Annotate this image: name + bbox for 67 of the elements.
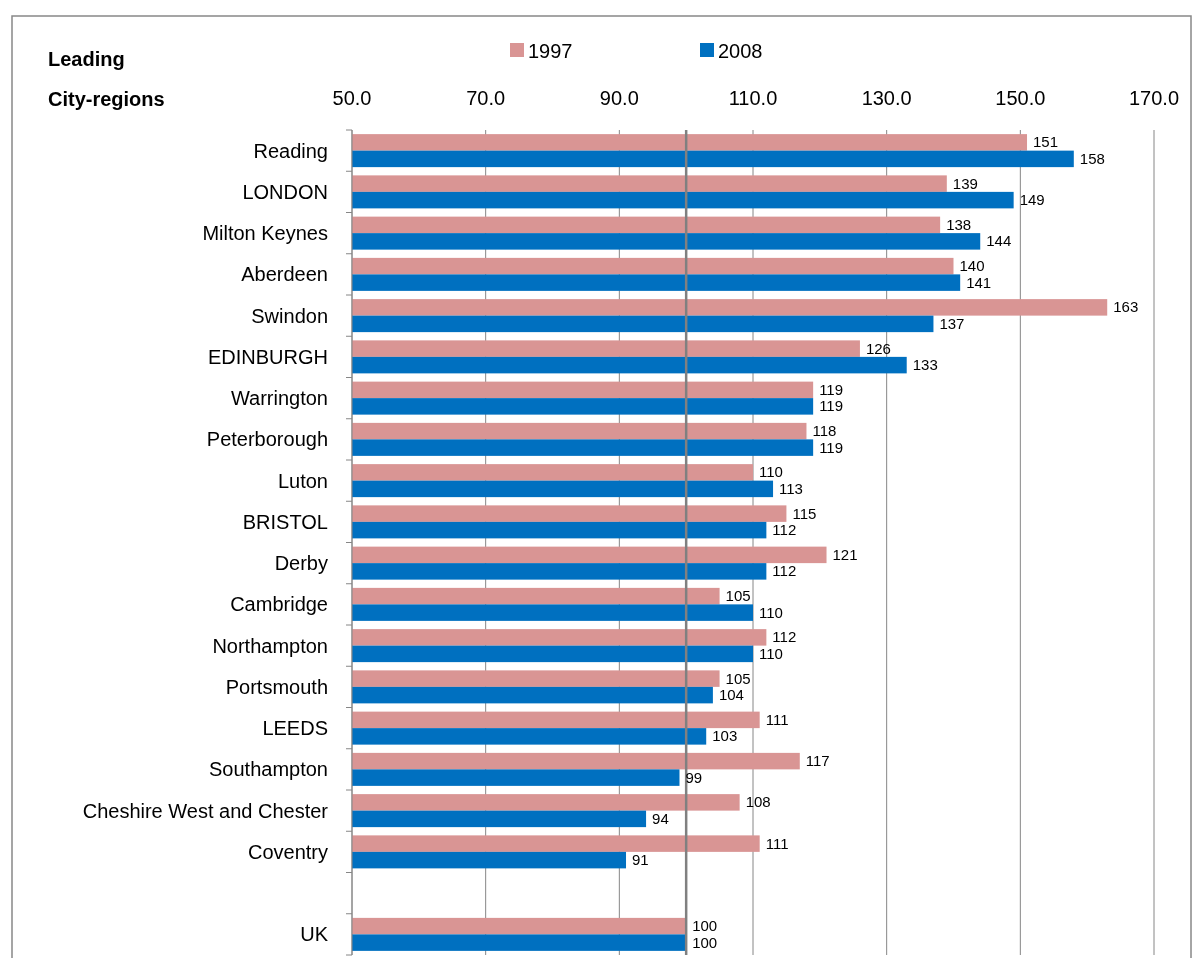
data-label: 113 bbox=[779, 479, 803, 497]
x-tick-label: 110.0 bbox=[728, 87, 778, 109]
y-tick-label: Cheshire West and Chester bbox=[82, 799, 329, 822]
data-label: 138 bbox=[946, 215, 972, 233]
data-label: 91 bbox=[632, 851, 649, 869]
x-tick-label: 70.0 bbox=[466, 87, 506, 109]
data-label: 110 bbox=[759, 603, 783, 621]
data-label: 119 bbox=[819, 397, 844, 415]
y-tick-label: LEEDS bbox=[262, 717, 328, 740]
data-label: 112 bbox=[772, 628, 797, 646]
x-tick-label: 170.0 bbox=[1128, 87, 1180, 109]
data-label: 115 bbox=[792, 504, 817, 522]
data-label: 117 bbox=[805, 752, 830, 770]
data-label: 110 bbox=[759, 463, 783, 481]
data-label: 121 bbox=[832, 545, 858, 563]
y-tick-label: Swindon bbox=[251, 304, 328, 327]
data-label: 100 bbox=[692, 917, 718, 935]
data-label: 104 bbox=[718, 686, 744, 704]
y-tick-label: Coventry bbox=[247, 840, 328, 863]
data-label: 137 bbox=[939, 314, 965, 332]
data-label: 119 bbox=[819, 438, 844, 456]
data-label: 144 bbox=[986, 232, 1012, 250]
y-tick-label: Milton Keynes bbox=[202, 222, 328, 245]
y-tick-label: Derby bbox=[274, 552, 328, 575]
y-tick-label: Portsmouth bbox=[225, 675, 328, 698]
y-tick-label: Warrington bbox=[230, 387, 328, 410]
data-label: 94 bbox=[652, 809, 669, 827]
data-label: 112 bbox=[772, 521, 797, 539]
data-label: 105 bbox=[725, 587, 751, 605]
data-label: 163 bbox=[1113, 298, 1139, 316]
legend-label: 2008 bbox=[718, 40, 763, 62]
data-label: 103 bbox=[712, 727, 738, 745]
x-tick-label: 50.0 bbox=[332, 87, 372, 109]
y-tick-label: Aberdeen bbox=[241, 263, 328, 286]
data-label: 112 bbox=[772, 562, 797, 580]
data-label: 99 bbox=[685, 768, 703, 786]
data-label: 133 bbox=[912, 356, 938, 374]
data-label: 100 bbox=[692, 933, 718, 951]
data-label: 105 bbox=[725, 669, 751, 687]
data-label: 126 bbox=[865, 339, 891, 357]
y-axis-title: Leading City-regions bbox=[48, 48, 165, 110]
y-tick-label: Peterborough bbox=[206, 428, 328, 451]
data-label: 139 bbox=[952, 174, 978, 192]
y-tick-label: BRISTOL bbox=[242, 510, 328, 533]
y-tick-label: LONDON bbox=[242, 180, 328, 203]
y-tick-label: Southampton bbox=[209, 758, 328, 781]
data-label: 119 bbox=[819, 380, 844, 398]
y-tick-label: Northampton bbox=[212, 634, 328, 657]
data-label: 108 bbox=[745, 793, 771, 811]
x-tick-label: 150.0 bbox=[995, 87, 1046, 109]
y-tick-label: Luton bbox=[277, 469, 328, 492]
y-tick-label: UK bbox=[300, 923, 329, 946]
data-label: 141 bbox=[966, 273, 992, 291]
y-tick-label: Cambridge bbox=[230, 593, 328, 616]
data-label: 151 bbox=[1033, 133, 1059, 151]
x-tick-label: 130.0 bbox=[861, 87, 912, 109]
x-tick-label: 90.0 bbox=[599, 87, 639, 109]
data-label: 110 bbox=[759, 644, 783, 662]
y-tick-label: Reading bbox=[253, 139, 328, 162]
data-label: 149 bbox=[1019, 191, 1045, 209]
data-label: 111 bbox=[765, 710, 789, 728]
data-label: 118 bbox=[812, 422, 837, 440]
data-label: 111 bbox=[765, 834, 789, 852]
legend-label: 1997 bbox=[528, 40, 573, 62]
y-tick-label: EDINBURGH bbox=[207, 345, 328, 368]
data-label: 140 bbox=[959, 257, 985, 275]
data-label: 158 bbox=[1079, 149, 1105, 167]
